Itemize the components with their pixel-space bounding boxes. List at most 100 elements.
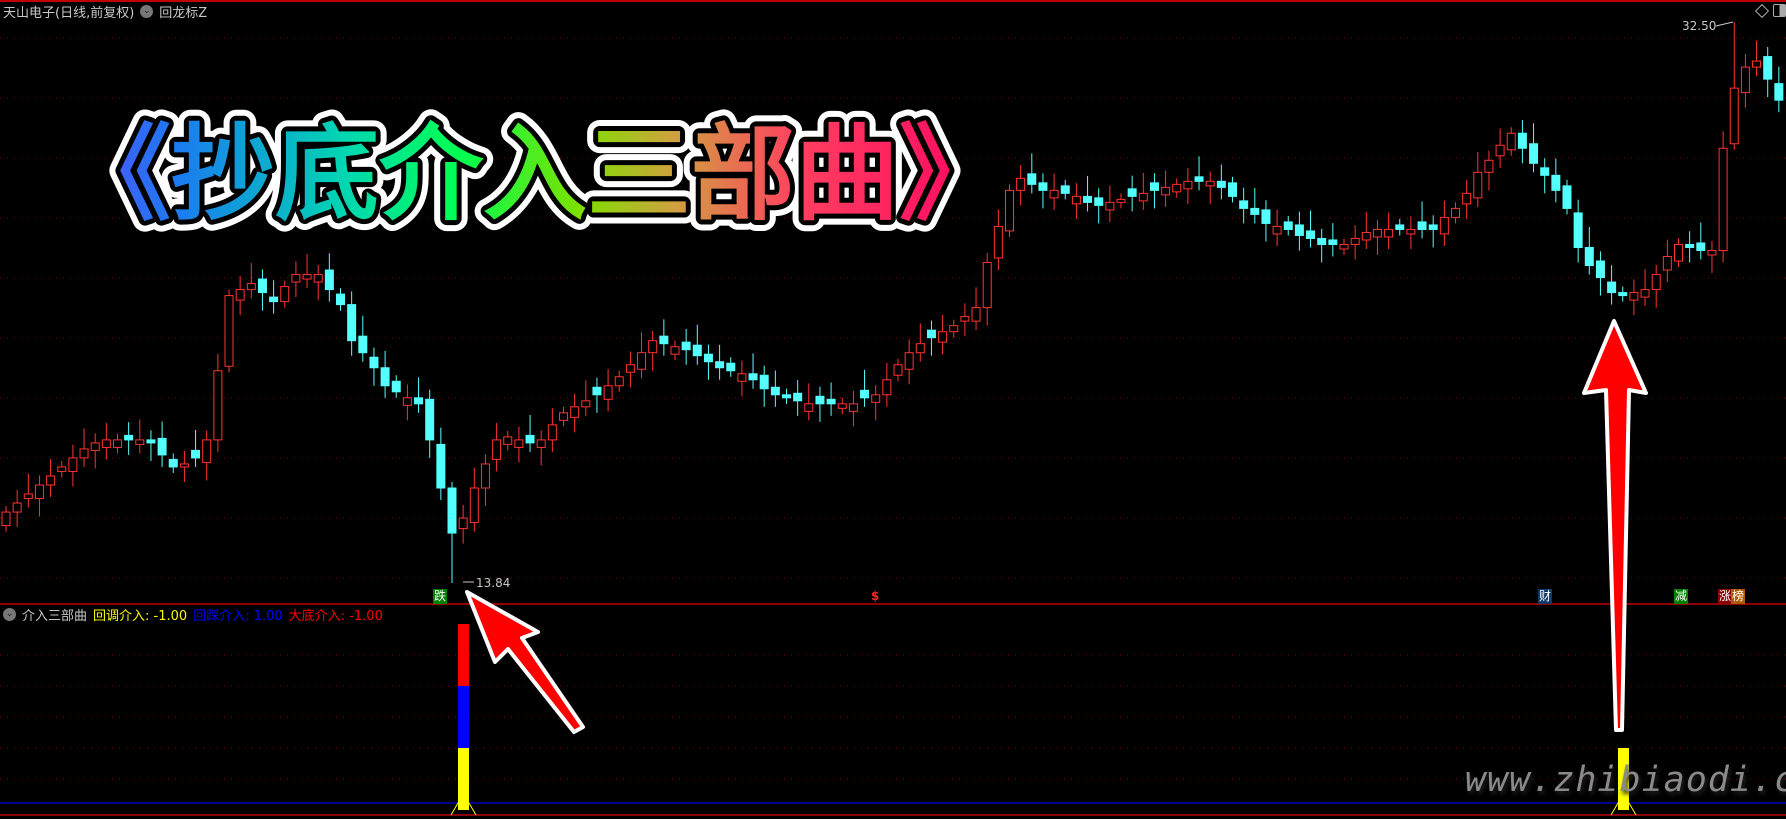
candle-down: [347, 304, 357, 342]
signal-bars: [450, 624, 1637, 816]
candle-down: [715, 361, 725, 369]
candle-up: [1740, 66, 1750, 94]
candle-up: [938, 331, 948, 343]
signal-bar-base: [450, 802, 477, 816]
candle-up: [837, 403, 847, 409]
signal-bar-base: [1610, 802, 1637, 816]
candle-up: [893, 364, 903, 376]
panel-toggle-icon[interactable]: [1773, 4, 1786, 17]
candle-up: [1439, 216, 1449, 235]
banner-title: 《抄底介入三部曲》 《抄底介入三部曲》 《抄底介入三部曲》: [56, 102, 1014, 246]
candle-down: [380, 367, 390, 387]
candle-up: [804, 403, 814, 412]
chevron-down-icon[interactable]: ⌄: [140, 5, 154, 18]
candle-up: [458, 517, 468, 530]
candle-up: [1272, 225, 1282, 235]
indicator-line-2: 回踩介入: 1.00: [193, 609, 283, 624]
candle-up: [23, 493, 33, 500]
candle-up: [1161, 186, 1171, 196]
candle-up: [34, 484, 44, 500]
candle-up: [882, 379, 892, 396]
candle-down: [681, 341, 691, 351]
candle-down: [1584, 246, 1594, 267]
candle-down: [124, 434, 134, 441]
candle-down: [1685, 243, 1695, 248]
candle-up: [224, 295, 234, 367]
candle-up: [1350, 237, 1360, 245]
candle-up: [1138, 192, 1148, 202]
marker-bang: 榜: [1731, 589, 1746, 604]
candle-up: [1172, 183, 1182, 193]
candle-up: [1506, 132, 1516, 151]
candle-up: [1183, 180, 1193, 190]
indicator-title[interactable]: 介入三部曲: [22, 609, 88, 624]
candle-up: [1674, 243, 1683, 262]
chevron-down-icon[interactable]: ⌄: [3, 608, 16, 621]
candle-down: [1417, 221, 1427, 230]
candle-up: [135, 439, 145, 445]
candle-up: [1473, 171, 1483, 199]
candle-down: [447, 487, 457, 534]
candle-up: [514, 439, 524, 448]
svg-text:《抄底介入三部曲》: 《抄底介入三部曲》: [67, 113, 1003, 235]
candle-up: [1752, 60, 1762, 68]
arrow-left: [465, 590, 585, 734]
candle-up: [1495, 144, 1505, 157]
candle-down: [1027, 173, 1037, 185]
signal-bar-segment: [458, 624, 469, 686]
candle-up: [57, 466, 67, 472]
candle-up: [101, 439, 111, 448]
high-price-label: 32.50: [1682, 19, 1734, 33]
candle-up: [469, 487, 479, 524]
candle-up: [904, 352, 914, 370]
candle-up: [559, 412, 568, 421]
candle-down: [324, 269, 334, 291]
candle-down: [1127, 188, 1137, 197]
candle-up: [202, 439, 212, 463]
candle-up: [313, 274, 323, 283]
candle-down: [425, 398, 435, 441]
candle-down: [1083, 195, 1093, 203]
candle-up: [302, 274, 312, 280]
candle-down: [1283, 221, 1293, 230]
candle-down: [1239, 200, 1249, 209]
candle-down: [358, 335, 368, 354]
candle-down: [168, 458, 178, 468]
indicator-name[interactable]: 回龙标Z: [159, 6, 208, 21]
main-header: 天山电子(日线,前复权) ⌄ 回龙标Z: [3, 2, 207, 21]
candle-up: [581, 400, 591, 408]
candle-down: [1194, 176, 1204, 182]
candle-up: [1662, 256, 1672, 271]
arrow-up: [1582, 319, 1648, 732]
candle-up: [492, 439, 502, 460]
marker-zhang: 涨: [1718, 589, 1733, 604]
candle-down: [1261, 209, 1271, 224]
candle-up: [1339, 243, 1349, 250]
candle-up: [1729, 87, 1739, 145]
candle-down: [1774, 83, 1784, 101]
candle-up: [113, 439, 122, 448]
candle-down: [1038, 182, 1048, 191]
candle-down: [369, 356, 379, 369]
candle-up: [235, 289, 245, 301]
candle-up: [79, 448, 89, 459]
candle-up: [1707, 249, 1717, 256]
signal-bar-segment: [458, 686, 469, 748]
candles: [1, 22, 1784, 583]
candle-down: [793, 392, 803, 402]
candle-down: [726, 362, 736, 372]
candle-up: [1049, 189, 1059, 199]
marker-cai: 财: [1538, 589, 1553, 604]
candle-down: [436, 443, 446, 489]
candle-down: [1094, 197, 1104, 206]
stock-title: 天山电子(日线,前复权): [3, 6, 135, 21]
candle-down: [782, 394, 791, 399]
candle-down: [1573, 212, 1583, 248]
indicator-header: ⌄ 介入三部曲 回调介入: -1.00 回踩介入: 1.00 大底介入: -1.…: [3, 605, 383, 624]
candle-up: [915, 343, 925, 354]
candle-down: [860, 389, 870, 399]
candle-up: [1205, 180, 1215, 187]
candle-up: [982, 262, 992, 309]
candle-down: [1294, 224, 1304, 236]
candle-down: [1149, 182, 1159, 191]
